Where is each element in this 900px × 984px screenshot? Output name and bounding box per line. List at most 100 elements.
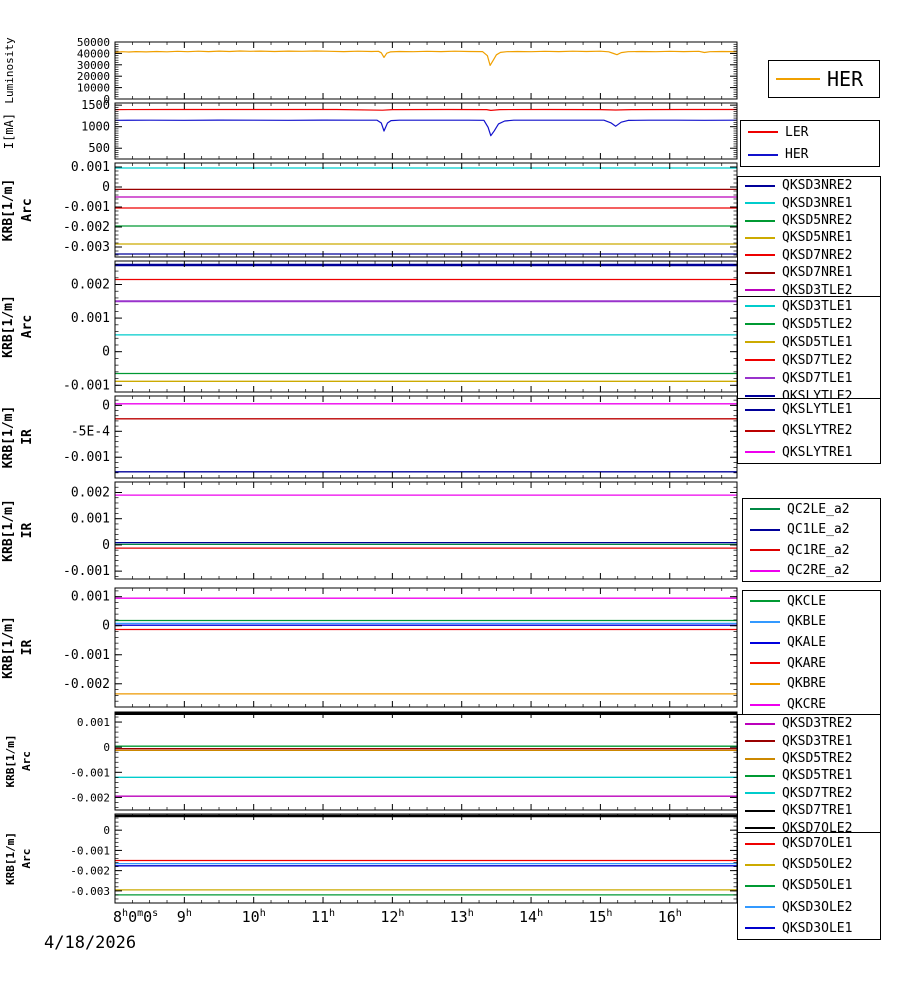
panel-krb-arc-ole: 0 -0.001 -0.002 -0.003 KRB[1/m] Arc — [4, 813, 738, 904]
y-tick-label: -0.001 — [63, 450, 110, 465]
y-tick-label: 0.001 — [71, 590, 110, 605]
panel-beam-current: 500 1000 1500 I[mA] — [2, 98, 738, 160]
x-tick-label: 8h0m0s — [113, 908, 158, 926]
x-tick-label: 15h — [588, 908, 612, 926]
legend-entry-QC2RE_a2: QC2RE_a2 — [743, 564, 880, 577]
y-axis-title: Arc — [20, 751, 33, 771]
legend-entry-QKSD3OLE2: QKSD3OLE2 — [738, 901, 880, 914]
y-tick-label: 1000 — [81, 120, 110, 134]
legend-line-sample — [776, 78, 820, 80]
plot-frame — [114, 102, 738, 160]
legend-entry-QKSD5NRE2: QKSD5NRE2 — [738, 214, 880, 227]
legend-line-sample — [748, 131, 778, 134]
y-tick-label: -0.002 — [70, 865, 110, 878]
legend-line-sample — [750, 662, 780, 665]
series-LER — [114, 108, 737, 111]
legend-box-8: QKSD7OLE1 QKSD5OLE2 QKSD5OLE1 QKSD3OLE2 QKSD… — [737, 832, 881, 940]
legend-label: QKBLE — [787, 614, 827, 630]
legend-label: QKSD5TRE1 — [782, 768, 853, 784]
legend-entry-LER: LER — [741, 126, 879, 139]
legend-box-5: QC2LE_a2 QC1LE_a2 QC1RE_a2 QC2RE_a2 — [742, 498, 881, 582]
x-tick-label: 12h — [380, 908, 404, 926]
series-HER — [114, 50, 738, 66]
y-tick-label: 0 — [102, 180, 110, 195]
legend-line-sample — [750, 641, 780, 644]
legend-line-sample — [745, 809, 775, 812]
x-tick-label: 14h — [519, 908, 543, 926]
legend-entry-QKSD5TRE2: QKSD5TRE2 — [738, 752, 880, 765]
legend-box-4: QKSLYTLE1 QKSLYTRE2 QKSLYTRE1 — [737, 398, 881, 464]
legend-label: QKSD7TRE2 — [782, 785, 853, 801]
y-tick-label: 0.001 — [71, 311, 110, 326]
legend-label: QKBRE — [787, 676, 827, 692]
y-tick-label: -0.001 — [63, 564, 110, 579]
legend-entry-QKSD5OLE2: QKSD5OLE2 — [738, 858, 880, 871]
y-tick-label: 20000 — [77, 70, 110, 83]
plot-frame — [114, 481, 738, 580]
x-tick-label: 13h — [450, 908, 474, 926]
legend-label: QKALE — [787, 635, 827, 651]
legend-line-sample — [745, 757, 775, 760]
x-tick-label: 9h — [177, 908, 192, 926]
legend-entry-QKSD5NRE1: QKSD5NRE1 — [738, 231, 880, 244]
legend-label: QKSD7NRE1 — [782, 265, 853, 281]
legend-box-6: QKCLE QKBLE QKALE QKARE QKBRE QKCRE — [742, 590, 881, 716]
legend-line-sample — [745, 395, 775, 397]
legend-line-sample — [745, 236, 775, 239]
legend-label: QKSD5TRE2 — [782, 751, 853, 767]
legend-line-sample — [745, 722, 775, 725]
legend-label: QC2LE_a2 — [787, 501, 850, 517]
legend-entry-QKSLYTLE1: QKSLYTLE1 — [738, 403, 880, 416]
legend-label: QKSD7TLE2 — [782, 352, 853, 368]
y-tick-label: -0.003 — [70, 885, 110, 898]
legend-entry-QKSD7OLE2: QKSD7OLE2 — [738, 822, 880, 835]
legend-label: QKCLE — [787, 593, 827, 609]
legend-label: QKSD5TLE1 — [782, 334, 853, 350]
legend-label: QKSLYTLE1 — [782, 402, 853, 418]
legend-line-sample — [745, 254, 775, 257]
legend-label: QKSD3OLE2 — [782, 899, 853, 915]
legend-entry-QKSD5TLE1: QKSD5TLE1 — [738, 336, 880, 349]
legend-entry-QKSD5OLE1: QKSD5OLE1 — [738, 879, 880, 892]
y-tick-label: -0.001 — [63, 648, 110, 663]
legend-line-sample — [745, 792, 775, 795]
legend-entry-QKSLYTRE2: QKSLYTRE2 — [738, 424, 880, 437]
legend-label: QKSD5NRE2 — [782, 213, 853, 229]
legend-line-sample — [745, 219, 775, 222]
y-axis-title: KRB[1/m] — [1, 499, 16, 562]
legend-entry-QKSD7TRE2: QKSD7TRE2 — [738, 787, 880, 800]
y-tick-label: 0.002 — [71, 278, 110, 293]
legend-entry-QKARE: QKARE — [743, 657, 880, 670]
plot-frame — [114, 260, 738, 393]
legend-entry-QKSD7OLE1: QKSD7OLE1 — [738, 837, 880, 850]
legend-line-sample — [750, 682, 780, 685]
y-axis-title: KRB[1/m] — [4, 832, 17, 885]
legend-line-sample — [745, 451, 775, 454]
plot-frame — [114, 587, 738, 708]
legend-line-sample — [745, 408, 775, 411]
legend-line-sample — [745, 202, 775, 205]
legend-entry-QKSD5TLE2: QKSD5TLE2 — [738, 318, 880, 331]
legend-line-sample — [750, 703, 780, 706]
y-tick-label: 30000 — [77, 59, 110, 72]
legend-entry-QC1RE_a2: QC1RE_a2 — [743, 544, 880, 557]
legend-label: QKCRE — [787, 697, 827, 713]
legend-entry-QC1LE_a2: QC1LE_a2 — [743, 523, 880, 536]
y-tick-label: -0.001 — [63, 200, 110, 215]
legend-label: QKSLYTRE1 — [782, 444, 853, 460]
legend-label: HER — [827, 67, 864, 91]
y-tick-label: 0.001 — [77, 716, 110, 729]
y-tick-label: -0.002 — [63, 220, 110, 235]
legend-line-sample — [745, 305, 775, 307]
legend-line-sample — [745, 740, 775, 743]
legend-line-sample — [745, 184, 775, 187]
legend-label: QKSD3TLE1 — [782, 298, 853, 314]
y-axis-title: KRB[1/m] — [1, 179, 16, 242]
legend-line-sample — [745, 927, 775, 930]
legend-entry-QKBRE: QKBRE — [743, 677, 880, 690]
legend-entry-QKSD7TLE2: QKSD7TLE2 — [738, 354, 880, 367]
series-HER — [114, 119, 738, 137]
